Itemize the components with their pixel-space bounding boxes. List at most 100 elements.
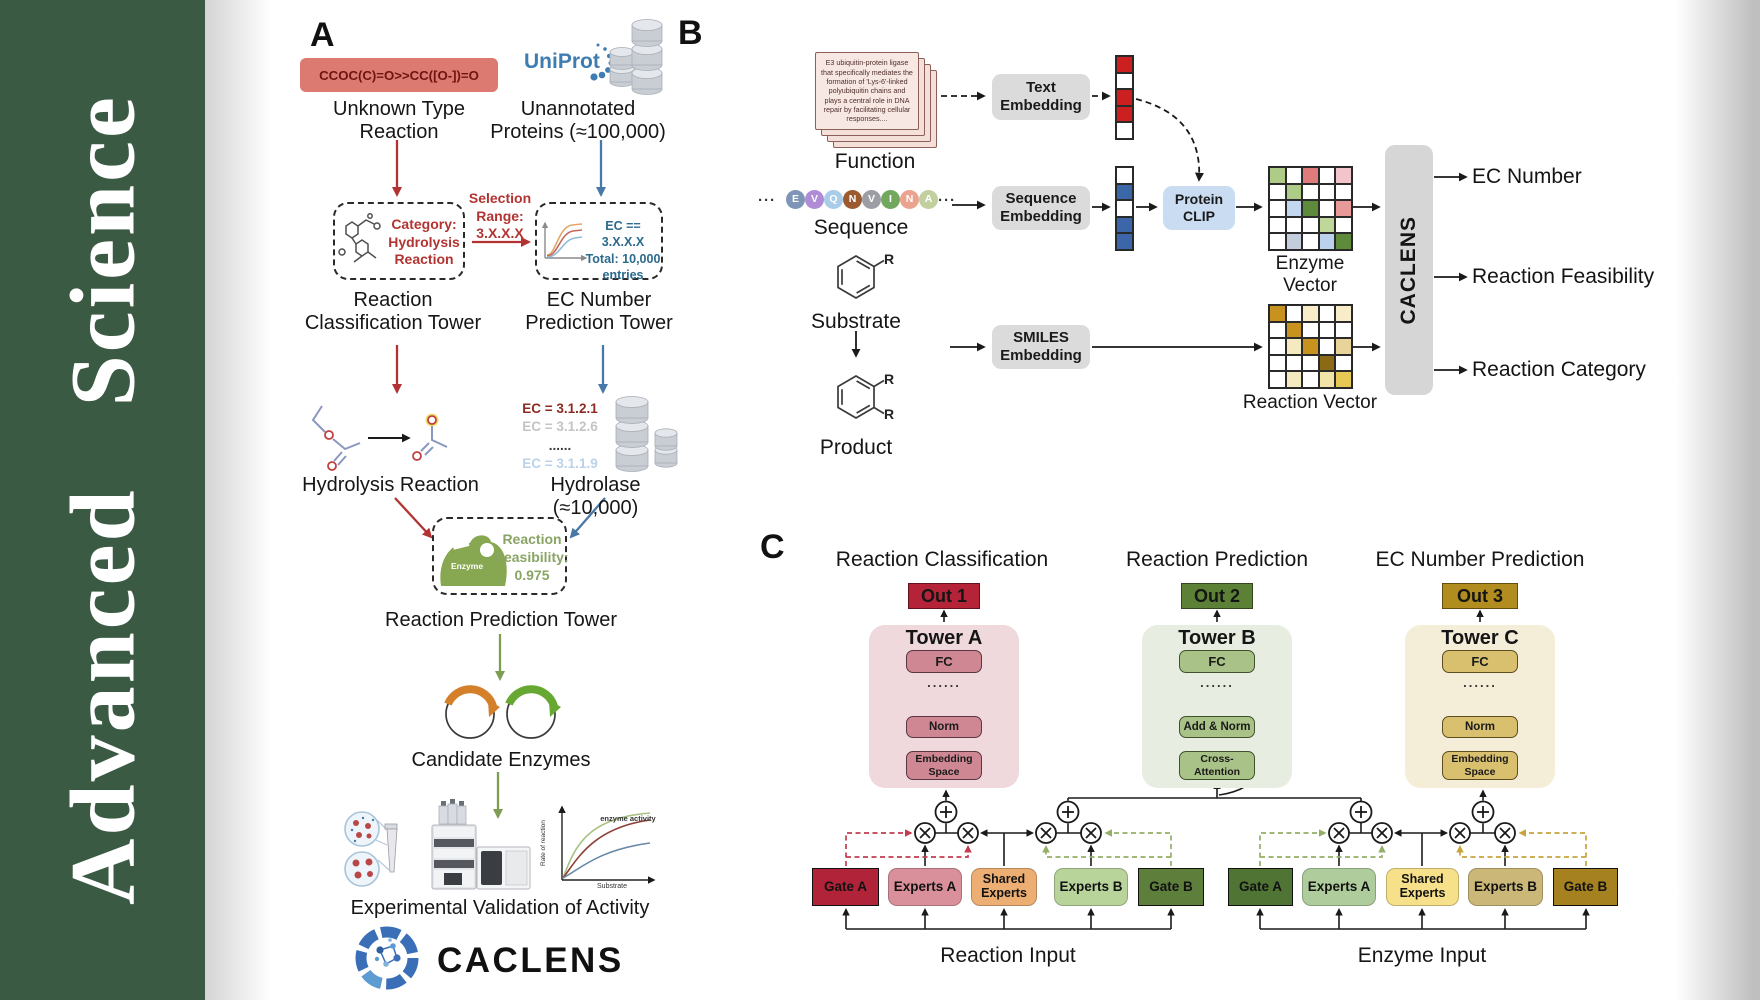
function-card: E3 ubiquitin-protein ligase that specifi… <box>815 52 919 130</box>
enzyme-input-label: Enzyme Input <box>1357 944 1487 967</box>
activity-plot <box>558 805 656 884</box>
vector-cell <box>1335 216 1352 233</box>
tower-a-dots: ...... <box>927 674 961 690</box>
vector-cell <box>1269 305 1286 322</box>
vector-cell <box>1269 167 1286 184</box>
moe-left-gate-b: Gate B <box>1138 868 1204 906</box>
vector-cell <box>1302 321 1319 338</box>
enzyme-icon-label: Enzyme <box>450 561 484 571</box>
vector-cell <box>1269 216 1286 233</box>
protein-clip-box: Protein CLIP <box>1163 186 1235 230</box>
column-title-reaction-prediction: Reaction Prediction <box>1125 548 1309 571</box>
enzyme-vector-matrix <box>1268 166 1353 251</box>
journal-banner: Advanced Science <box>0 0 205 1000</box>
column-title-ec-number-prediction: EC Number Prediction <box>1375 548 1585 571</box>
vector-cell <box>1318 233 1335 250</box>
ec-number-list: EC = 3.1.2.1 EC = 3.1.2.6...... EC = 3.1.1… <box>518 400 602 473</box>
vector-cell <box>1302 354 1319 371</box>
text-embedding-box: Text Embedding <box>992 74 1090 120</box>
add-icon <box>1056 800 1080 824</box>
database-icon-uniprot <box>609 19 663 95</box>
panel-a-label: A <box>310 16 335 54</box>
function-card-text: E3 ubiquitin-protein ligase that specifi… <box>821 58 913 124</box>
moe-left-gate-a: Gate A <box>812 868 879 906</box>
vector-cell <box>1302 371 1319 388</box>
selection-range-text: Selection Range: 3.X.X.X <box>468 190 532 241</box>
caclens-model-block: CACLENS <box>1385 145 1433 395</box>
vector-cell <box>1116 233 1133 250</box>
text-embedding-vector <box>1115 55 1134 140</box>
sequence-ellipsis-right: ··· <box>938 192 956 209</box>
multiply-icon <box>1449 822 1471 844</box>
vector-cell <box>1285 183 1302 200</box>
vector-cell <box>1318 371 1335 388</box>
tower-c-title: Tower C <box>1441 627 1519 649</box>
tower-c-embedding-space: Embedding Space <box>1442 751 1518 780</box>
plot-xlabel: Substrate <box>597 883 627 890</box>
smiles-reaction-box: CCOC(C)=O>>CC([O-])=O <box>300 58 498 92</box>
vector-cell <box>1269 354 1286 371</box>
vector-cell <box>1285 321 1302 338</box>
sequence-label: Sequence <box>813 216 909 239</box>
hplc-instrument-icon <box>431 799 531 890</box>
uniprot-logo: UniProt <box>524 50 600 73</box>
moe-right-gate-a: Gate A <box>1228 868 1293 906</box>
vector-cell <box>1335 200 1352 217</box>
feasibility-dashed-box <box>432 517 567 595</box>
enzyme-icon <box>440 533 507 586</box>
plot-ylabel: Rate of reaction <box>540 820 547 866</box>
residue-circle: V <box>805 190 824 209</box>
category-text: Category: Hydrolysis Reaction <box>388 216 460 267</box>
caclens-logo-icon <box>355 926 419 990</box>
vector-cell <box>1116 183 1133 200</box>
residue-circle: V <box>862 190 881 209</box>
panel-c-label: C <box>760 528 785 566</box>
add-icon <box>1349 800 1373 824</box>
tower-a-fc: FC <box>906 650 982 673</box>
vector-cell <box>1116 72 1133 89</box>
vector-cell <box>1269 321 1286 338</box>
output-reaction-category: Reaction Category <box>1472 358 1646 381</box>
residue-circle: E <box>786 190 805 209</box>
multiply-icon <box>957 822 979 844</box>
multiply-icon <box>1080 822 1102 844</box>
vector-cell <box>1269 200 1286 217</box>
multiply-icon <box>914 822 936 844</box>
experimental-validation-label: Experimental Validation of Activity <box>350 897 650 919</box>
database-icon-hydrolase <box>615 396 678 472</box>
caclens-model-label: CACLENS <box>1397 215 1420 325</box>
vector-cell <box>1116 216 1133 233</box>
vector-cell <box>1318 305 1335 322</box>
sequence-embedding-box: Sequence Embedding <box>992 186 1090 230</box>
product-label: Product <box>819 436 893 459</box>
prediction-tower-label: EC Number Prediction Tower <box>525 289 673 334</box>
vector-cell <box>1302 305 1319 322</box>
moe-left-experts-b: Experts B <box>1054 868 1128 906</box>
vector-cell <box>1116 105 1133 122</box>
tower-a-title: Tower A <box>905 627 983 649</box>
ec-number-entry: EC = 3.1.2.6 <box>522 419 598 435</box>
ec-number-entry: EC = 3.1.1.9 <box>522 456 598 472</box>
sequence-ellipsis-left: ··· <box>758 192 776 209</box>
vector-cell <box>1335 305 1352 322</box>
moe-right-gate-b: Gate B <box>1553 868 1618 906</box>
out2-box: Out 2 <box>1181 583 1253 609</box>
hydrolase-label: Hydrolase (≈10,000) <box>550 474 641 519</box>
vector-cell <box>1269 371 1286 388</box>
reaction-input-label: Reaction Input <box>940 944 1076 967</box>
ec-number-entry: ...... <box>548 437 572 453</box>
vector-cell <box>1335 354 1352 371</box>
vector-cell <box>1335 321 1352 338</box>
vector-cell <box>1302 200 1319 217</box>
vector-cell <box>1318 216 1335 233</box>
substrate-r-group: R <box>884 251 895 267</box>
vector-cell <box>1335 338 1352 355</box>
panel-a-flow-arrows <box>368 140 608 819</box>
multiply-icon <box>1494 822 1516 844</box>
vector-cell <box>1318 321 1335 338</box>
output-ec-number: EC Number <box>1472 165 1582 188</box>
product-r-group-top: R <box>884 371 895 387</box>
